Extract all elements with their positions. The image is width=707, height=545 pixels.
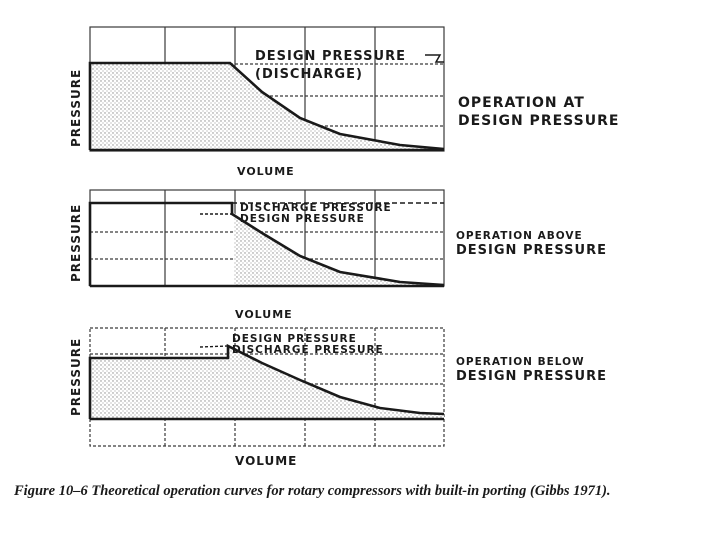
panel-3-design-leader: [199, 345, 229, 348]
panel-3-annotation-design: DESIGN PRESSURE: [232, 333, 357, 345]
panel-1-curve: [88, 61, 445, 151]
panel-2-side-line-1: OPERATION ABOVE: [456, 230, 583, 242]
panel-3-xlabel: VOLUME: [235, 454, 297, 468]
panel-2-annotation-discharge: DISCHARGE PRESSURE: [240, 202, 392, 214]
panel-1-side-line-1: OPERATION AT: [458, 95, 585, 111]
panel-3-area: [90, 346, 444, 419]
panel-1-annotation-design: DESIGN PRESSURE: [255, 49, 406, 64]
panel-2-curve: [88, 201, 445, 287]
figure-caption: Figure 10–6 Theoretical operation curves…: [14, 483, 611, 499]
panel-3-annotation-discharge: DISCHARGE PRESSURE: [232, 344, 384, 356]
panel-2-xlabel: VOLUME: [235, 308, 293, 321]
panel-2-side-label: OPERATION ABOVE DESIGN PRESSURE: [456, 230, 607, 259]
panel-3-side-line-2: DESIGN PRESSURE: [456, 369, 607, 385]
panel-2-area: [234, 213, 444, 286]
panel-3-side-label: OPERATION BELOW DESIGN PRESSURE: [456, 356, 607, 385]
panel-1-area: [90, 63, 444, 150]
panel-1-annotation-discharge: (DISCHARGE): [255, 67, 363, 82]
panel-1-ylabel: PRESSURE: [69, 69, 83, 147]
panel-1-side-line-2: DESIGN PRESSURE: [458, 112, 620, 129]
panel-2-ylabel: PRESSURE: [69, 204, 83, 282]
panel-3-ylabel: PRESSURE: [69, 338, 83, 416]
panel-3-side-line-1: OPERATION BELOW: [456, 356, 585, 368]
panel-1-side-label: OPERATION AT DESIGN PRESSURE: [458, 95, 619, 130]
panel-2-annotation-design: DESIGN PRESSURE: [240, 213, 365, 225]
panel-1-leader: [425, 54, 444, 63]
panel-1-xlabel: VOLUME: [237, 165, 295, 178]
panel-2-side-line-2: DESIGN PRESSURE: [456, 243, 607, 259]
